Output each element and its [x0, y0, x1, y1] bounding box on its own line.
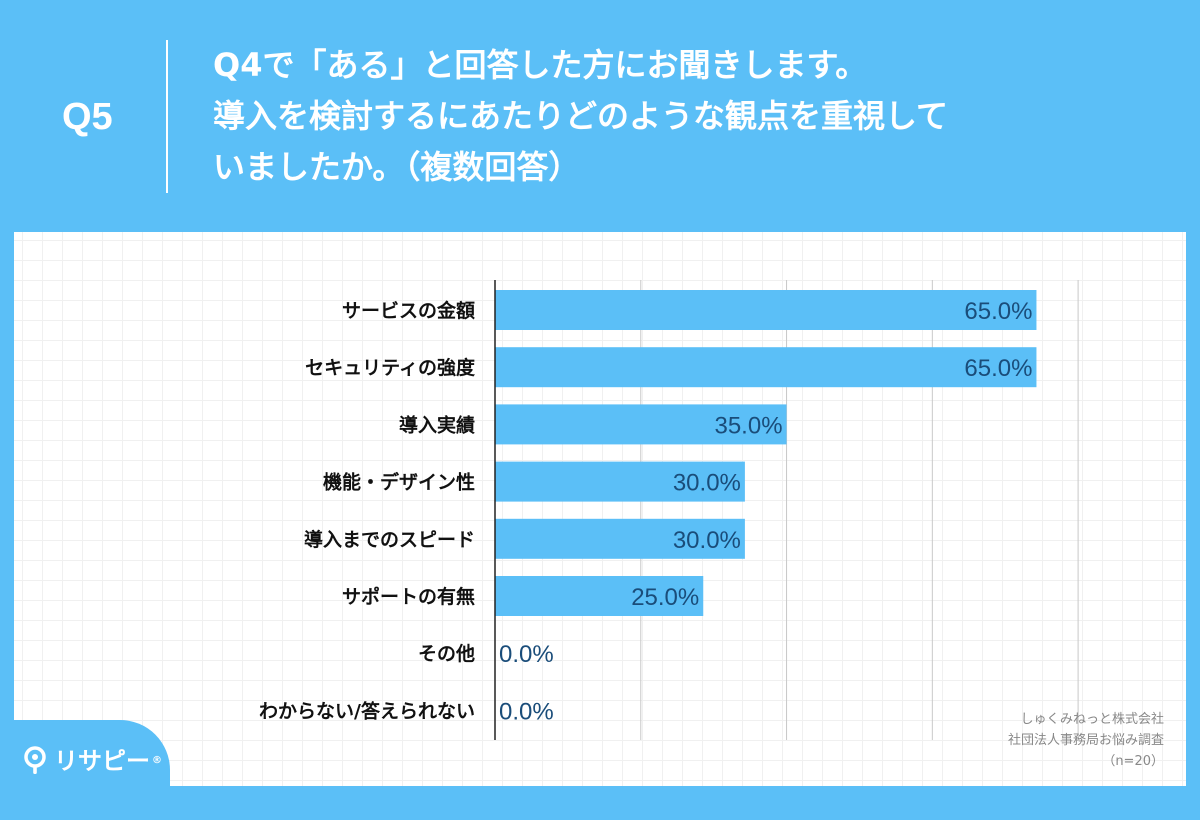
- logo-text: リサピー: [54, 747, 150, 775]
- data-label: 30.0%: [673, 527, 741, 554]
- data-label: 25.0%: [631, 584, 699, 611]
- bar: [495, 518, 745, 559]
- logo-registered-mark: ®: [152, 755, 162, 766]
- bar-chart: サービスの金額 65.0% セキュリティの強度 65.0% 導入実績 35.0% 機能・デザ…: [259, 280, 1079, 740]
- bar: [495, 404, 787, 445]
- category-label: わからない/答えられない: [259, 699, 475, 722]
- data-label: 35.0%: [714, 412, 782, 439]
- bar: [495, 461, 745, 502]
- category-label: 機能・デザイン性: [323, 471, 475, 494]
- category-label: セキュリティの強度: [305, 356, 476, 379]
- category-label: 導入までのスピード: [304, 528, 475, 551]
- bar: [495, 576, 704, 616]
- header-divider: [166, 40, 168, 193]
- question-number: Q5: [62, 96, 113, 138]
- data-label: 65.0%: [964, 355, 1032, 382]
- logo: リサピー ®: [22, 746, 162, 776]
- data-label: 0.0%: [499, 641, 554, 668]
- question-line: Q4で「ある」と回答した方にお聞きします。: [213, 46, 868, 84]
- data-label: 65.0%: [964, 298, 1032, 325]
- footnote-line: 社団法人事務局お悩み調査: [1007, 733, 1164, 748]
- bar: [495, 347, 1037, 388]
- question-line: いましたか。（複数回答）: [213, 148, 581, 186]
- data-label: 0.0%: [499, 698, 554, 725]
- category-label: サービスの金額: [342, 299, 475, 322]
- magnifier-pin-icon: [24, 746, 46, 774]
- category-label: 導入実績: [399, 413, 475, 436]
- category-label: サポートの有無: [342, 585, 475, 608]
- header: Q5 Q4で「ある」と回答した方にお聞きします。 導入を検討するにあたりどのよう…: [0, 0, 1200, 232]
- footnote: しゅくみねっと株式会社 社団法人事務局お悩み調査 （n=20）: [904, 709, 1164, 772]
- question-text: Q4で「ある」と回答した方にお聞きします。 導入を検討するにあたりどのような観点…: [213, 40, 1113, 193]
- bar: [495, 290, 1037, 330]
- category-label: その他: [418, 642, 475, 665]
- footnote-line: しゅくみねっと株式会社: [1020, 712, 1164, 727]
- data-label: 30.0%: [673, 470, 741, 497]
- question-line: 導入を検討するにあたりどのような観点を重視して: [213, 97, 949, 135]
- footnote-line: （n=20）: [1102, 754, 1164, 769]
